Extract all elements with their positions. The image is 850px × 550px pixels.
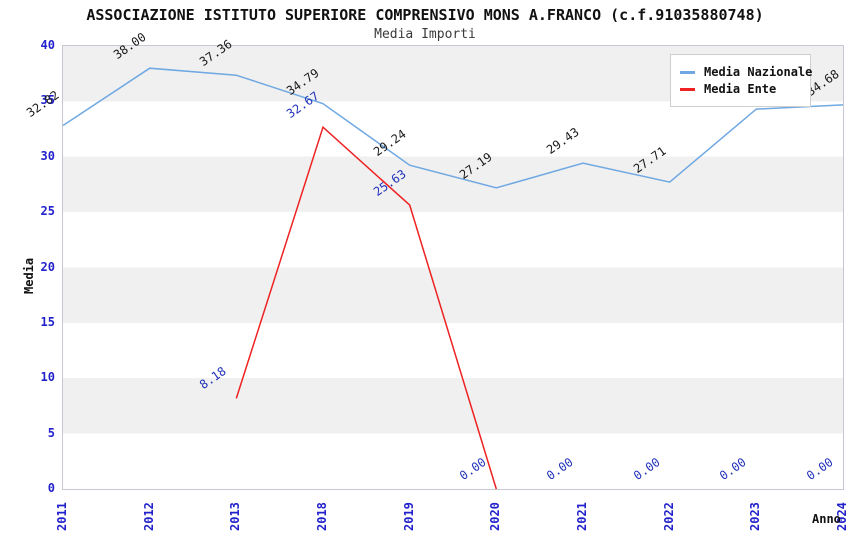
x-tick-label: 2013: [228, 502, 243, 531]
x-tick-label: 2019: [401, 502, 416, 531]
x-tick-label: 2012: [141, 502, 156, 531]
x-tick-label: 2011: [55, 502, 69, 531]
point-label-media-nazionale: 32.82: [23, 87, 62, 120]
plot-area: [62, 45, 844, 490]
y-axis-title: Media: [22, 257, 36, 294]
legend-line-swatch: [680, 70, 695, 74]
y-tick-label: 40: [40, 38, 55, 52]
x-tick-label: 2020: [488, 502, 503, 531]
x-axis-title: Anno: [812, 512, 841, 526]
y-tick-label: 15: [40, 314, 55, 329]
chart-title: ASSOCIAZIONE ISTITUTO SUPERIORE COMPRENS…: [86, 6, 764, 24]
x-tick-label: 2021: [575, 502, 589, 531]
x-tick-label: 2022: [661, 502, 676, 531]
y-tick-label: 25: [40, 204, 55, 219]
legend: Media Nazionale Media Ente: [670, 54, 812, 107]
legend-label: Media Ente: [704, 82, 777, 96]
y-tick-label: 35: [40, 93, 55, 108]
y-tick-label: 10: [40, 370, 55, 385]
chart-subtitle: Media Importi: [374, 27, 476, 42]
legend-item-media-ente: Media Ente: [680, 82, 801, 96]
legend-line-swatch: [680, 87, 695, 91]
y-tick-label: 30: [40, 148, 55, 163]
legend-label: Media Nazionale: [704, 65, 813, 79]
x-tick-label: 2023: [748, 502, 763, 531]
y-tick-label: 5: [47, 425, 55, 440]
y-tick-label: 0: [47, 481, 55, 495]
x-tick-label: 2018: [315, 502, 329, 531]
legend-item-media-nazionale: Media Nazionale: [680, 65, 812, 79]
y-tick-label: 20: [40, 259, 55, 274]
